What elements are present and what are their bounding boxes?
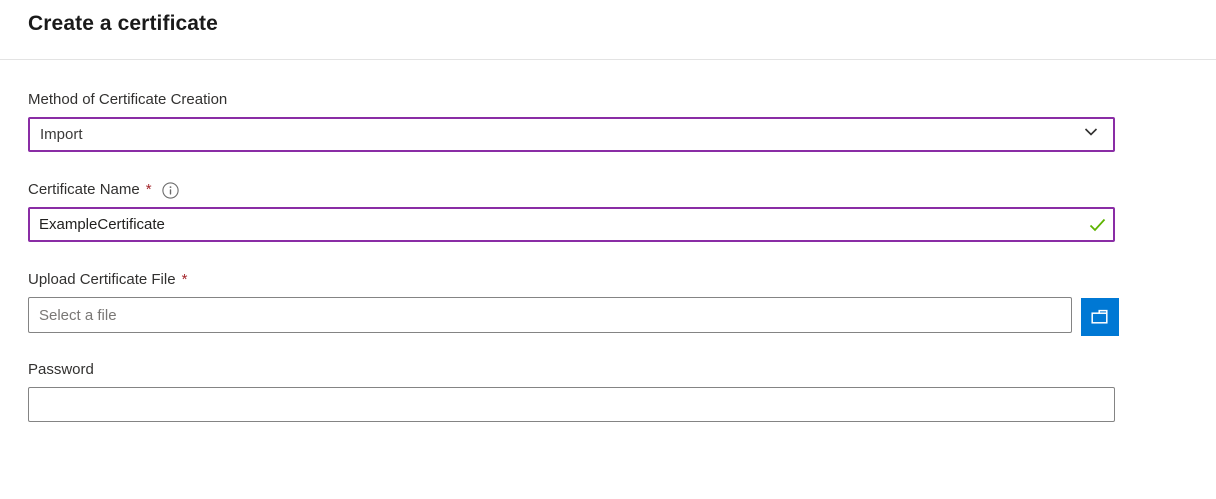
password-input[interactable] [28, 387, 1115, 422]
password-label: Password [28, 361, 94, 378]
folder-icon [1089, 306, 1111, 328]
field-upload-certificate-file: Upload Certificate File * [28, 270, 1119, 336]
certificate-name-label: Certificate Name [28, 181, 140, 198]
certificate-name-input[interactable] [28, 207, 1115, 242]
field-password: Password [28, 360, 1115, 422]
browse-file-button[interactable] [1081, 298, 1119, 336]
field-certificate-name: Certificate Name * [28, 180, 1115, 242]
page-title: Create a certificate [28, 12, 218, 35]
method-of-creation-label: Method of Certificate Creation [28, 91, 228, 108]
header-divider [0, 59, 1216, 60]
required-asterisk: * [181, 271, 188, 288]
upload-certificate-file-label: Upload Certificate File [28, 271, 176, 288]
method-of-creation-dropdown[interactable]: Import [28, 117, 1115, 152]
required-asterisk: * [145, 181, 152, 198]
method-of-creation-value: Import [40, 126, 83, 143]
chevron-down-icon [1083, 124, 1099, 145]
page-header: Create a certificate [0, 0, 1216, 36]
info-icon[interactable] [161, 181, 179, 199]
field-method-of-creation: Method of Certificate Creation Import [28, 90, 1115, 152]
upload-certificate-file-input[interactable] [28, 297, 1072, 333]
create-certificate-form: Method of Certificate Creation Import Ce… [0, 90, 1119, 422]
